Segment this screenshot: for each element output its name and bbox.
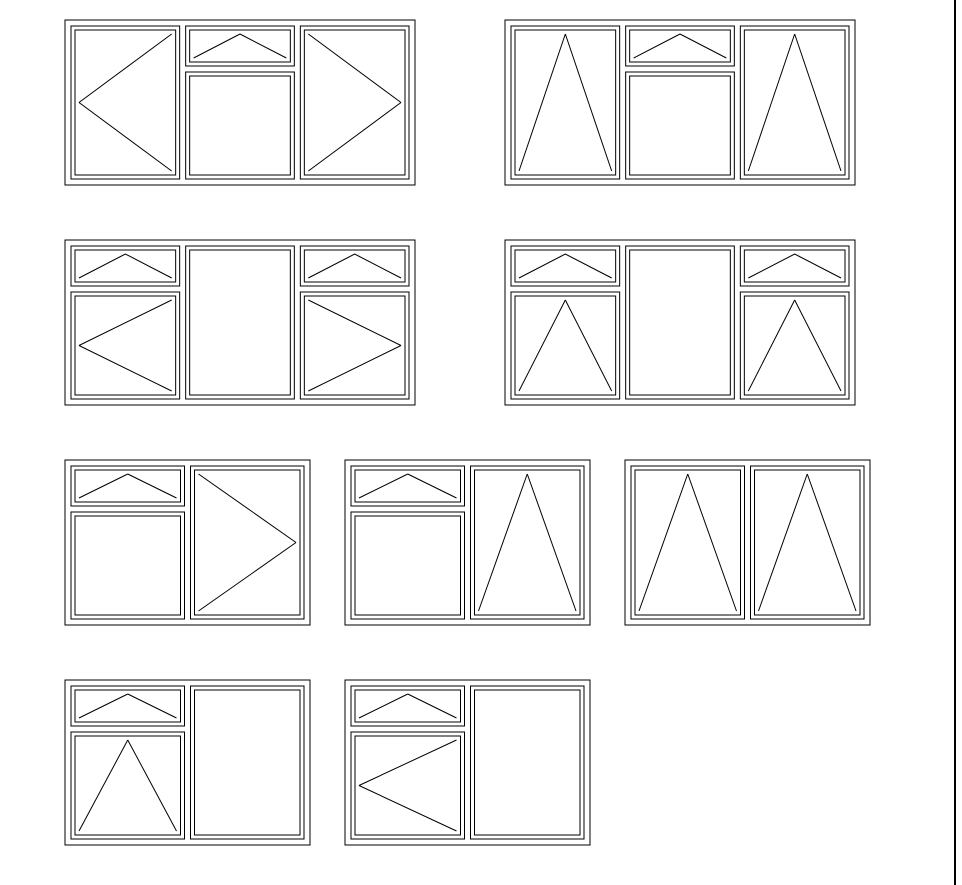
- window-unit: [625, 460, 870, 625]
- window-diagrams-canvas: [0, 0, 962, 885]
- window-unit: [65, 680, 310, 845]
- window-unit: [345, 460, 590, 625]
- window-unit: [505, 240, 855, 405]
- window-unit: [505, 20, 855, 185]
- window-unit: [65, 460, 310, 625]
- window-unit: [65, 20, 415, 185]
- window-unit: [65, 240, 415, 405]
- window-unit: [345, 680, 590, 845]
